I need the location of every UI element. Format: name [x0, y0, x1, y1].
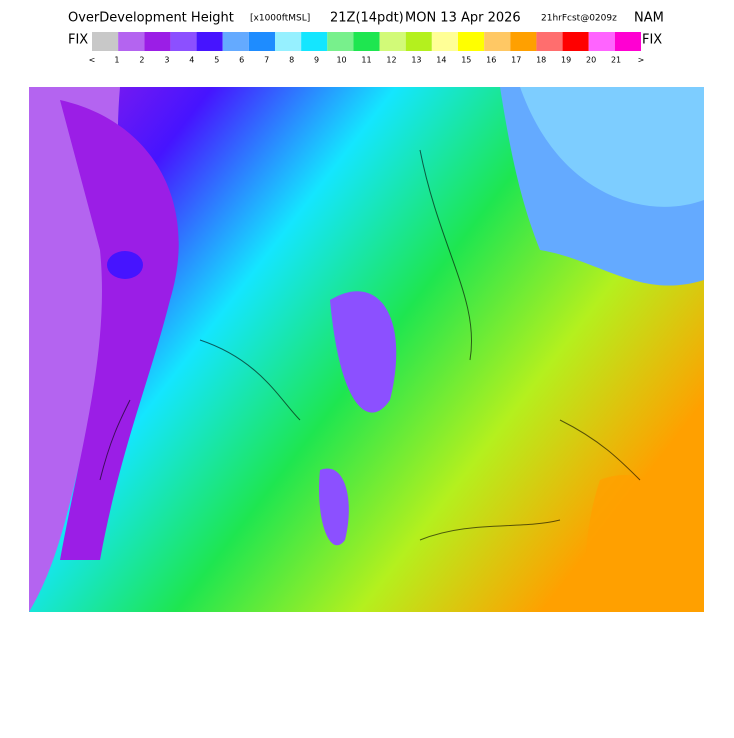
legend-swatch [431, 32, 458, 51]
legend-swatch [353, 32, 380, 51]
legend-label: 21 [611, 56, 621, 65]
title: OverDevelopment Height [68, 11, 234, 26]
legend-swatch [458, 32, 485, 51]
legend-label: 16 [486, 56, 496, 65]
legend-label: 8 [289, 56, 294, 65]
legend-swatch [562, 32, 589, 51]
map [29, 87, 704, 612]
legend-label: 20 [586, 56, 596, 65]
legend-swatch [327, 32, 354, 51]
legend-swatch [170, 32, 197, 51]
legend-swatch [275, 32, 302, 51]
legend-label: 13 [411, 56, 421, 65]
legend-label: > [638, 56, 645, 65]
legend-swatch [614, 32, 641, 51]
model: NAM [634, 11, 664, 26]
legend-swatch [222, 32, 249, 51]
legend-swatch [405, 32, 432, 51]
legend-label: 14 [436, 56, 446, 65]
legend-label: 1 [114, 56, 119, 65]
legend-swatch [510, 32, 537, 51]
header: OverDevelopment Height [x1000ftMSL] 21Z(… [68, 11, 664, 48]
legend-swatch [248, 32, 275, 51]
legend-label: 17 [511, 56, 521, 65]
legend-label: 6 [239, 56, 244, 65]
legend-label: 11 [361, 56, 371, 65]
units: [x1000ftMSL] [250, 14, 310, 24]
legend-swatch [484, 32, 511, 51]
color-legend: <1 2 3 4 5 6 7 8 9 10 11 12 13 14 15 16 17 18 19 20 21 > [89, 32, 645, 65]
legend-swatch [536, 32, 563, 51]
legend-label: 9 [314, 56, 319, 65]
legend-swatch [301, 32, 328, 51]
time: 21Z(14pdt) [330, 11, 404, 26]
legend-label: 7 [264, 56, 269, 65]
legend-label: 18 [536, 56, 546, 65]
legend-swatch [92, 32, 119, 51]
date: MON 13 Apr 2026 [405, 11, 521, 26]
legend-label: 19 [561, 56, 571, 65]
forecast: 21hrFcst@0209z [541, 14, 617, 24]
legend-label: 10 [336, 56, 346, 65]
legend-label: 2 [139, 56, 144, 65]
legend-label: 3 [164, 56, 169, 65]
legend-swatch [588, 32, 615, 51]
legend-label: 15 [461, 56, 471, 65]
legend-swatch [196, 32, 223, 51]
legend-swatch [379, 32, 406, 51]
legend-label: 12 [386, 56, 396, 65]
legend-swatch [144, 32, 171, 51]
legend-left: FIX [68, 33, 88, 48]
legend-right: FIX [642, 33, 662, 48]
legend-label: 4 [189, 56, 194, 65]
legend-swatch [118, 32, 145, 51]
legend-label: 5 [214, 56, 219, 65]
legend-label: < [89, 56, 96, 65]
